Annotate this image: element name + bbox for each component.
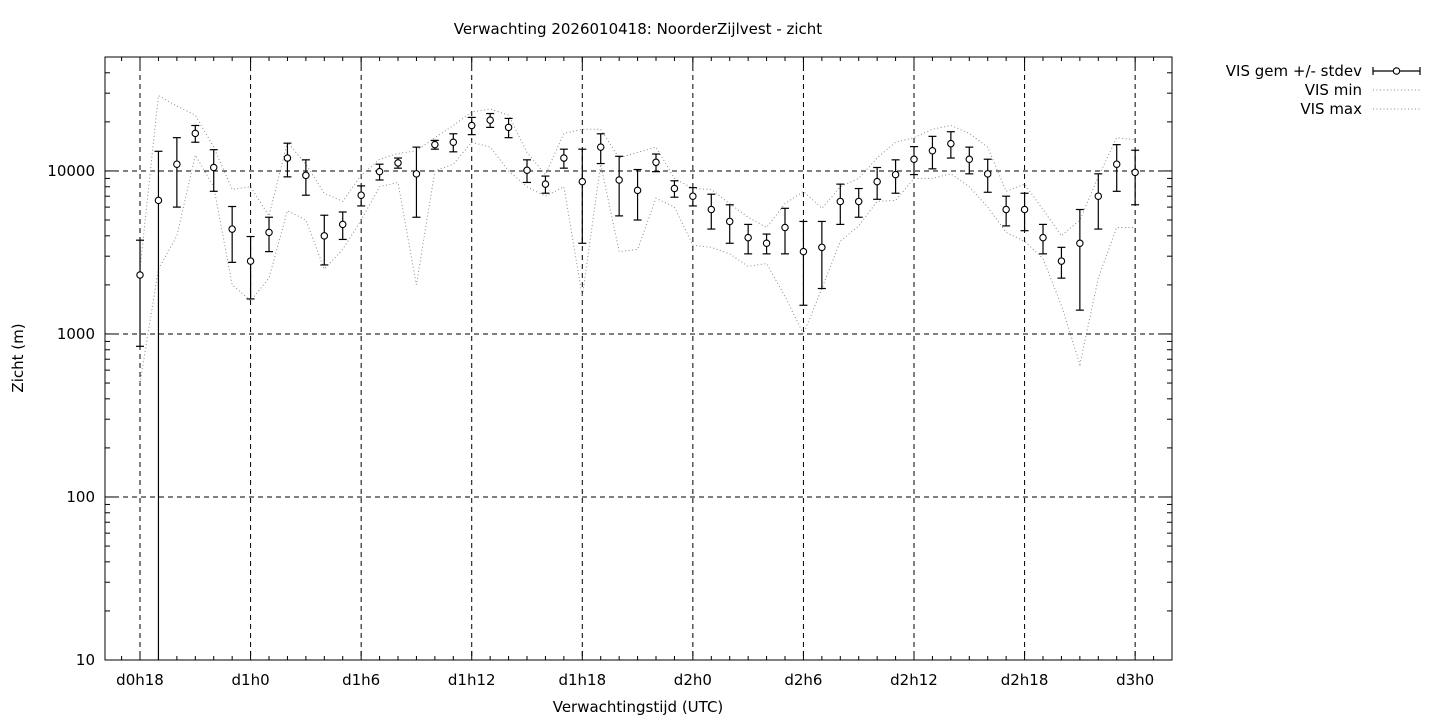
- mean-point: [394, 159, 402, 167]
- mean-point: [431, 140, 439, 149]
- x-tick-label: d3h0: [1116, 671, 1154, 689]
- y-tick-label: 1000: [57, 325, 95, 343]
- mean-point: [338, 220, 347, 229]
- mean-point: [596, 143, 605, 151]
- mean-point: [228, 225, 236, 233]
- mean-point: [302, 171, 310, 180]
- mean-point: [154, 196, 163, 205]
- mean-point: [781, 223, 789, 232]
- mean-point: [707, 205, 716, 214]
- x-axis-label: Verwachtingstijd (UTC): [553, 698, 724, 716]
- legend-swatch-point: [1392, 67, 1401, 75]
- mean-point: [1076, 239, 1084, 248]
- mean-point: [1002, 205, 1010, 214]
- mean-point: [983, 170, 992, 178]
- mean-point: [670, 184, 679, 193]
- mean-point: [818, 243, 826, 252]
- vis-max-line: [139, 94, 1136, 270]
- mean-point: [136, 271, 144, 279]
- mean-point: [320, 232, 329, 240]
- x-tick-label: d1h0: [232, 671, 270, 689]
- x-tick-labels: d0h18 d1h0 d1h6 d1h12 d1h18 d2h0 d2h6 d2h12 d2h1…: [116, 671, 1154, 689]
- y-axis-label: Zicht (m): [9, 323, 27, 392]
- x-tick-label: d0h18: [116, 671, 164, 689]
- mean-point: [1039, 233, 1047, 242]
- mean-point: [744, 233, 752, 242]
- legend-label: VIS max: [1300, 100, 1362, 118]
- mean-point: [615, 176, 623, 184]
- x-tick-label: d2h0: [674, 671, 712, 689]
- grid-lines: [105, 57, 1172, 660]
- chart-title: Verwachting 2026010418: NoorderZijlvest …: [454, 20, 823, 38]
- mean-point: [928, 147, 937, 155]
- mean-point: [1094, 192, 1103, 200]
- x-tick-label: d1h18: [558, 671, 606, 689]
- series-vis-mean: [136, 112, 1140, 660]
- mean-point: [891, 170, 900, 179]
- x-tick-label: d2h18: [1001, 671, 1049, 689]
- series-vis-max: [139, 94, 1136, 270]
- mean-point: [375, 167, 384, 176]
- legend-label: VIS gem +/- stdev: [1226, 62, 1362, 80]
- x-tick-label: d2h6: [784, 671, 822, 689]
- mean-point: [1131, 168, 1139, 177]
- mean-point: [652, 158, 660, 167]
- mean-point: [449, 138, 458, 146]
- mean-point: [1112, 160, 1121, 168]
- mean-point: [836, 197, 845, 206]
- vis-min-line: [139, 141, 1136, 384]
- legend-label: VIS min: [1305, 81, 1362, 99]
- mean-point: [762, 239, 771, 248]
- x-tick-label: d2h12: [890, 671, 938, 689]
- mean-point: [910, 155, 918, 163]
- y-tick-label: 10: [76, 651, 95, 669]
- mean-point: [504, 123, 513, 132]
- series-vis-min: [139, 141, 1136, 384]
- mean-point: [578, 177, 587, 186]
- mean-point: [689, 192, 697, 200]
- mean-point: [1057, 257, 1066, 265]
- mean-point: [965, 155, 974, 163]
- mean-point: [357, 191, 365, 199]
- mean-point: [486, 116, 494, 124]
- y-tick-labels: 10 100 1000 10000: [47, 162, 95, 669]
- mean-point: [1020, 205, 1029, 214]
- mean-point: [467, 121, 476, 130]
- mean-point: [541, 180, 550, 188]
- plot-frame: [104, 56, 1173, 661]
- mean-point: [725, 217, 734, 226]
- mean-point: [209, 163, 218, 172]
- mean-point: [191, 129, 200, 138]
- mean-point: [246, 257, 255, 265]
- mean-point: [799, 247, 808, 256]
- mean-point: [173, 160, 181, 168]
- x-tick-label: d1h12: [448, 671, 496, 689]
- mean-point: [854, 197, 863, 206]
- mean-point: [523, 166, 531, 174]
- mean-point: [283, 154, 292, 162]
- mean-point: [265, 228, 273, 237]
- mean-point: [947, 139, 955, 148]
- plot-border: [104, 56, 1173, 661]
- y-tick-label: 10000: [47, 162, 95, 180]
- mean-point: [412, 170, 421, 178]
- x-tick-label: d1h6: [342, 671, 380, 689]
- mean-point: [560, 154, 568, 162]
- mean-point: [633, 186, 642, 195]
- y-tick-label: 100: [66, 488, 95, 506]
- mean-point: [873, 177, 881, 186]
